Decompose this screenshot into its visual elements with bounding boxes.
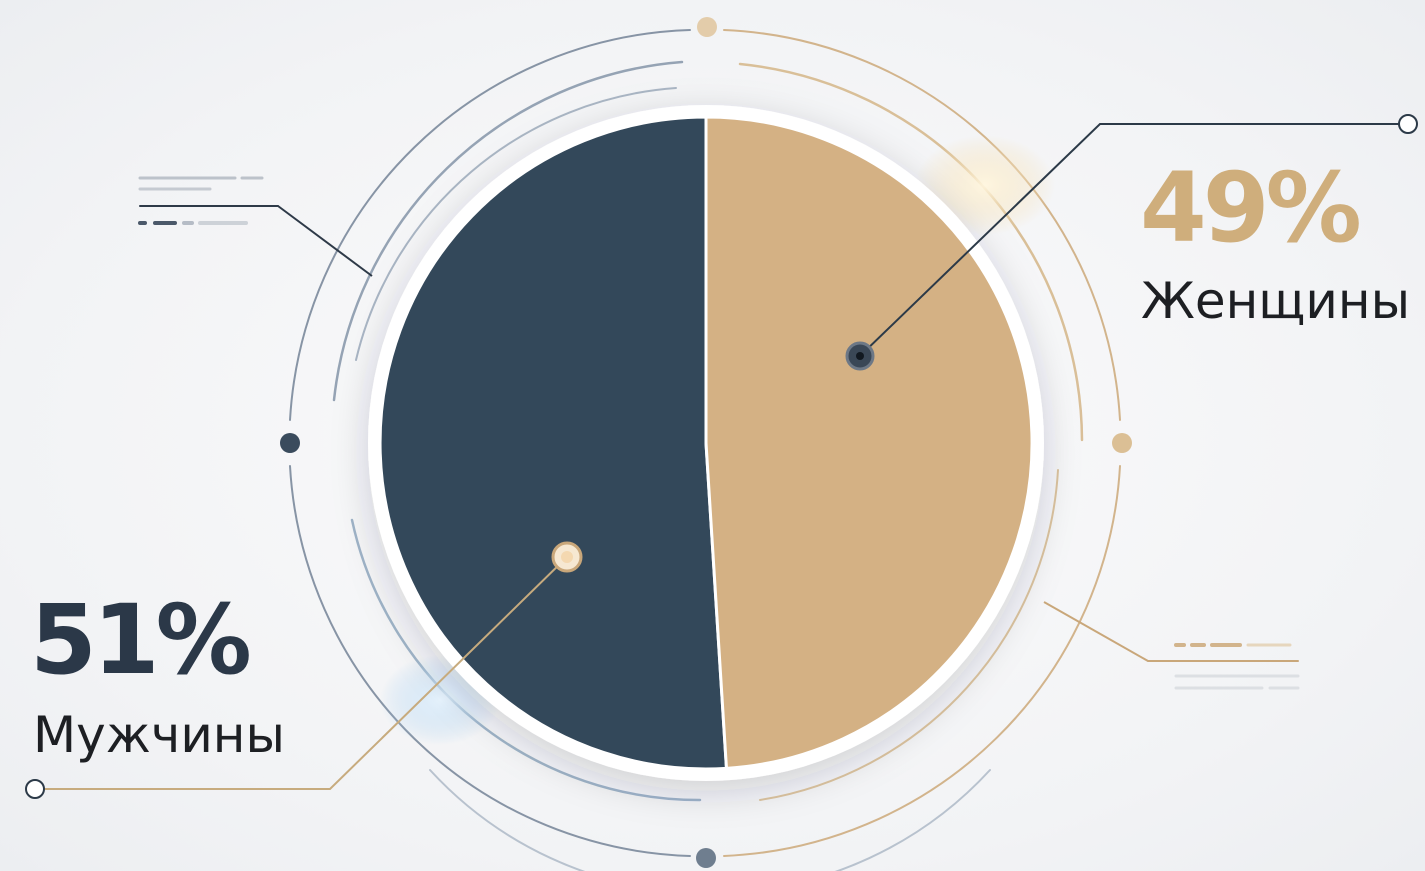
ring-node-left (280, 433, 300, 453)
pie-slice-women (704, 115, 1034, 770)
inner-ring-left-2 (355, 87, 677, 361)
inner-ring-left-1 (332, 60, 684, 402)
leader-women-end-icon (1398, 114, 1418, 134)
decor-lines-left (138, 176, 279, 225)
women-percent-label: 49% (1140, 152, 1362, 264)
pie-slice-men (378, 115, 729, 771)
leader-left-decor (277, 205, 373, 277)
ring-node-right (1112, 433, 1132, 453)
men-category-label: Мужчины (33, 706, 285, 764)
marker-women-core (856, 352, 864, 360)
outer-ring-arc-left (289, 29, 691, 421)
inner-ring-bottom (429, 769, 991, 871)
leader-men-end-icon (25, 779, 45, 799)
pie-slices (378, 115, 1034, 771)
marker-men-core (561, 551, 573, 563)
men-percent-label: 51% (30, 584, 252, 696)
ring-node-bottom (696, 848, 716, 868)
ring-node-top (697, 17, 717, 37)
decor-lines-right (1147, 643, 1300, 690)
outer-ring-arc-bottom-right (723, 465, 1121, 857)
leader-right-decor (1043, 601, 1149, 662)
inner-ring-right-2 (759, 469, 1059, 801)
leader-men (44, 556, 568, 790)
leader-women (859, 123, 1400, 357)
women-category-label: Женщины (1141, 272, 1411, 330)
